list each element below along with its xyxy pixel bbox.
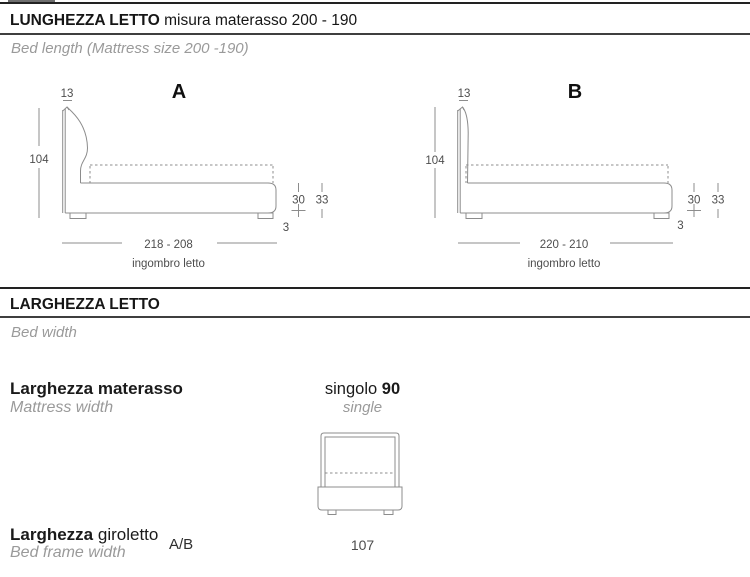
section-length-title-rest: misura materasso 200 - 190 [159, 12, 358, 29]
bed-front-view [317, 432, 403, 515]
dim-b-headboard-height: 104 [425, 155, 445, 167]
section-length-top-rule [0, 2, 750, 4]
dim-a-headboard-height: 104 [29, 154, 49, 166]
bed-foot-b-right [653, 212, 670, 219]
frame-width-label-en: Bed frame width [10, 544, 126, 561]
bed-side-view-a: A 13 104 30 33 [29, 81, 329, 270]
mattress-width-label-it-text: Larghezza materasso [10, 379, 183, 398]
headboard-b-outline [457, 106, 469, 213]
mattress-b-dashed-outline [465, 164, 669, 183]
diagram-b-label: B [568, 81, 582, 103]
dim-b-30-cross [687, 204, 701, 217]
frame-width-variants: A/B [169, 536, 194, 553]
section-width-under-rule [0, 316, 750, 318]
size-name: singolo [324, 380, 378, 398]
section-length-title-bold: LUNGHEZZA LETTO [10, 12, 160, 29]
bed-side-view-b: B 13 104 30 33 3 220 - 210 [425, 81, 725, 270]
mattress-width-label-en: Mattress width [10, 399, 114, 416]
front-headboard-outer [320, 432, 400, 487]
headboard-a-outline [62, 106, 89, 213]
section-length-under-rule [0, 33, 750, 35]
front-headboard-inner [324, 436, 396, 487]
bed-foot-a-right [257, 212, 274, 219]
dim-b-headboard-thickness: 13 [458, 88, 471, 100]
bed-foot-b-left [465, 212, 483, 219]
bed-frame-a-outline [65, 182, 277, 214]
section-width-title: LARGHEZZA LETTO [10, 297, 160, 313]
dim-a-foot-height: 3 [283, 222, 289, 234]
size-column-subheader: single [342, 399, 383, 416]
section-length-title: LUNGHEZZA LETTO misura materasso 200 - 1… [10, 13, 357, 29]
mattress-width-label-it: Larghezza materasso [10, 380, 183, 398]
section-width-title-bold: LARGHEZZA LETTO [10, 296, 160, 313]
section-width-subtitle: Bed width [11, 324, 77, 341]
frame-width-value: 107 [350, 537, 375, 553]
dim-a-total-height: 33 [316, 195, 329, 207]
dim-a-frame-height: 30 [292, 195, 305, 207]
dim-a-overall-length: 218 - 208 [144, 239, 193, 251]
frame-width-label-rest: giroletto [93, 525, 159, 544]
size-column-header: singolo 90 [305, 380, 420, 399]
dim-b-frame-height: 30 [688, 195, 701, 207]
diagram-b-caption: ingombro letto [528, 258, 601, 270]
mattress-a-dashed-outline [89, 164, 274, 183]
frame-width-label-it: Larghezza giroletto [10, 526, 158, 544]
diagram-a-caption: ingombro letto [132, 258, 205, 270]
dim-a-30-cross [291, 204, 306, 217]
bed-frame-b-outline [460, 182, 673, 214]
frame-width-label-bold: Larghezza [10, 525, 94, 544]
size-value: 90 [381, 380, 401, 398]
top-left-rule-segment [8, 0, 55, 2]
dim-b-total-height: 33 [712, 195, 725, 207]
bed-foot-a-left [69, 212, 87, 219]
front-foot-right [383, 509, 394, 515]
dim-a-headboard-thickness: 13 [61, 88, 74, 100]
dim-b-foot-height: 3 [677, 220, 683, 232]
section-width-top-rule [0, 287, 750, 289]
section-length-subtitle: Bed length (Mattress size 200 -190) [11, 40, 249, 57]
front-foot-left [327, 509, 337, 515]
dim-b-overall-length: 220 - 210 [540, 239, 589, 251]
front-frame-outline [317, 486, 403, 511]
diagram-a-label: A [172, 81, 186, 103]
